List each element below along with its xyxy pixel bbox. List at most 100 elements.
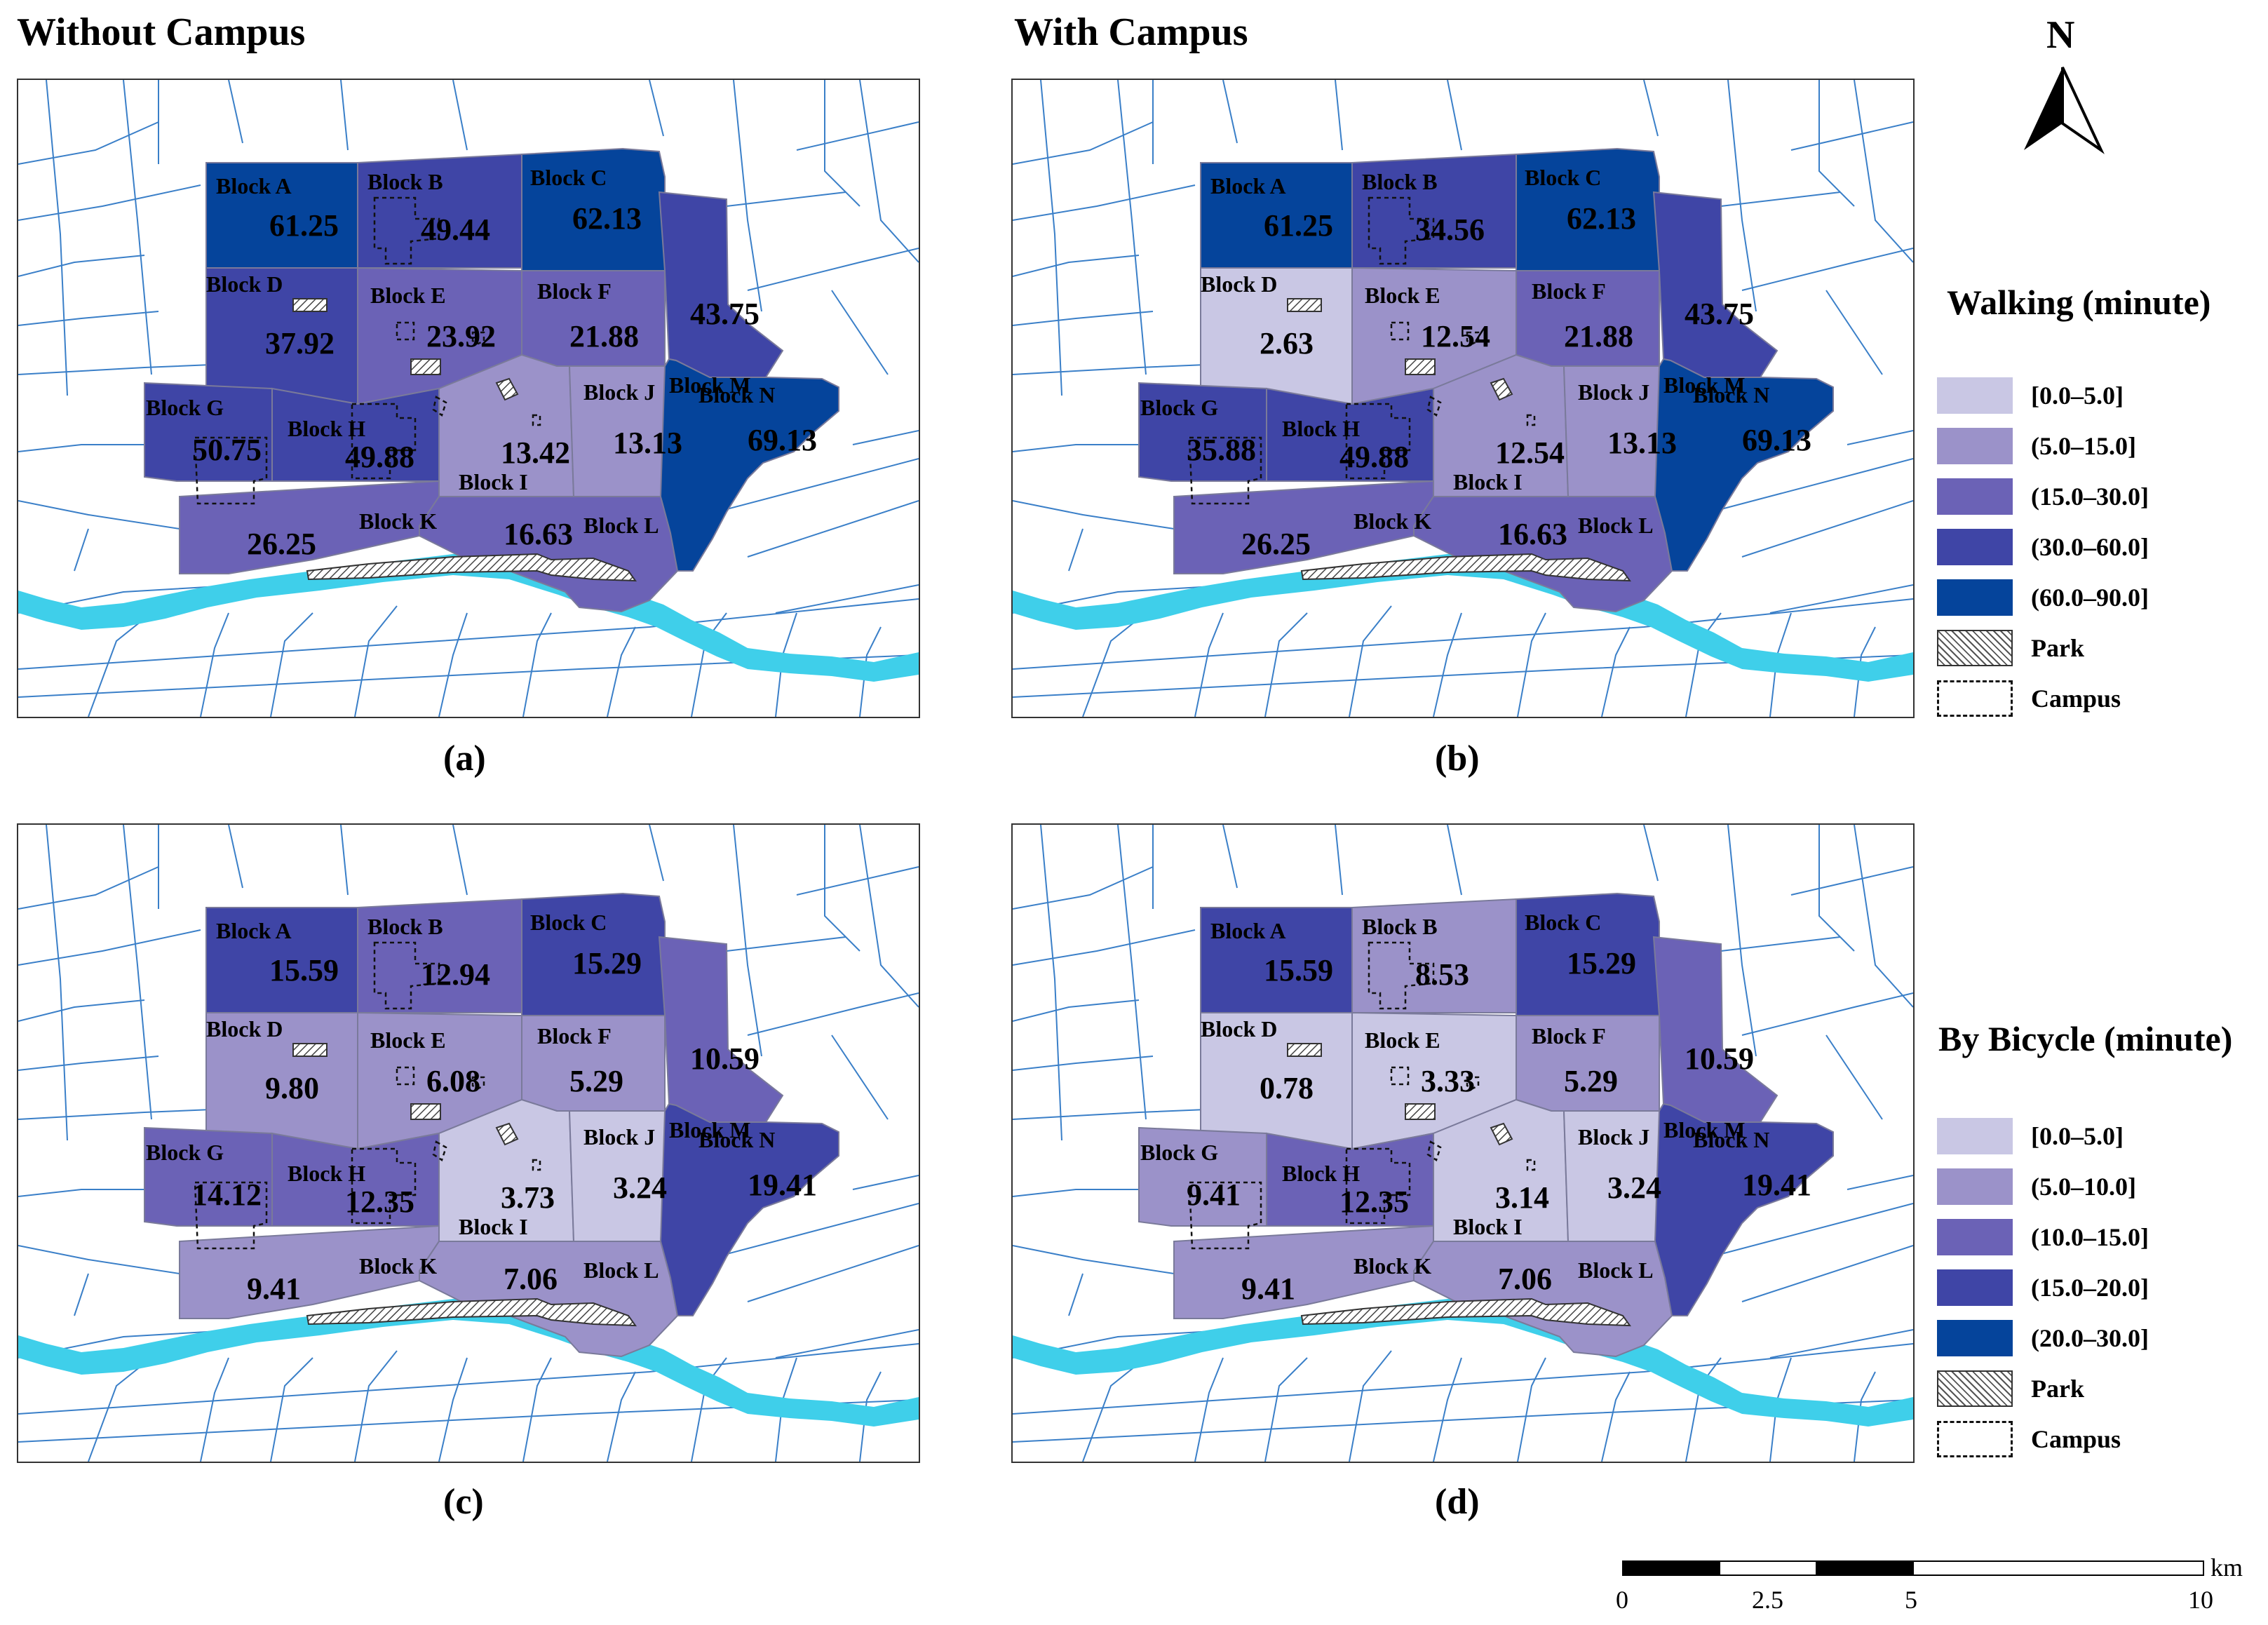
block-c-name: Block C — [530, 165, 607, 190]
block-m-area — [1652, 191, 1778, 378]
block-g-area — [144, 382, 273, 482]
road-line — [1068, 528, 1084, 572]
block-m-area — [1652, 936, 1778, 1123]
legend-walking-title: Walking (minute) — [1947, 283, 2211, 322]
park-area — [1287, 298, 1322, 312]
road-line — [354, 605, 398, 717]
road-line — [775, 584, 919, 614]
block-n-value: 19.41 — [748, 1168, 817, 1202]
block-j-name: Block J — [583, 379, 655, 405]
block-b-value: 8.53 — [1415, 957, 1469, 992]
park-area — [1490, 377, 1513, 401]
block-polygons — [144, 147, 839, 613]
block-b-value: 34.56 — [1415, 213, 1485, 247]
block-k-name: Block K — [1354, 1253, 1431, 1279]
road-line — [1117, 825, 1147, 1120]
campus-outline — [1466, 1076, 1480, 1090]
road-line — [18, 255, 145, 277]
road-line — [18, 444, 144, 452]
campus-outline — [1188, 436, 1262, 505]
road-line — [796, 866, 919, 896]
block-g-name: Block G — [146, 1140, 224, 1165]
block-l-name: Block L — [1578, 1257, 1654, 1283]
block-f-name: Block F — [1532, 278, 1606, 304]
block-l-name: Block L — [583, 513, 659, 538]
legend-walking-class-5: (60.0–90.0] — [1937, 578, 2149, 617]
legend-walking-class-4-label: (30.0–60.0] — [2031, 533, 2149, 561]
block-d-value: 0.78 — [1260, 1071, 1314, 1105]
block-j-value: 13.13 — [613, 426, 682, 460]
block-n-area — [659, 1103, 839, 1316]
road-line — [74, 1273, 89, 1316]
legend-bicycle-class-1: [0.0–5.0] — [1937, 1117, 2124, 1156]
block-f-name: Block F — [537, 1023, 612, 1049]
block-polygons — [1138, 147, 1834, 613]
block-f-name: Block F — [1532, 1023, 1606, 1049]
block-k-value: 26.25 — [1241, 527, 1311, 561]
block-h-name: Block H — [288, 416, 365, 441]
campus-outline — [194, 436, 268, 505]
road-line — [1643, 80, 1659, 137]
legend-bicycle-park-swatch — [1937, 1370, 2013, 1407]
legend-bicycle-campus-swatch — [1937, 1421, 2013, 1457]
block-b-name: Block B — [367, 169, 443, 194]
road-line — [1335, 825, 1343, 896]
road-line — [831, 290, 889, 375]
map-panel-b: Block A 61.25 Block B 34.56 Block C 62.13 Bloc… — [1011, 79, 1915, 718]
park-area — [1405, 1103, 1436, 1120]
road-line — [1741, 248, 1913, 291]
road-line — [18, 866, 159, 910]
block-j-name: Block J — [583, 1124, 655, 1149]
road-network — [18, 80, 919, 717]
block-d-name: Block D — [1201, 1016, 1277, 1041]
road-line — [1013, 121, 1154, 165]
road-line — [452, 825, 468, 896]
block-n-area — [1654, 358, 1834, 572]
block-j-name: Block J — [1578, 379, 1649, 405]
legend-bicycle-class-3-label: (10.0–15.0] — [2031, 1223, 2149, 1251]
road-line — [1349, 1350, 1392, 1462]
road-line — [747, 248, 919, 291]
road-line — [747, 1245, 919, 1302]
block-n-area — [659, 358, 839, 572]
legend-bicycle-class-1-label: [0.0–5.0] — [2031, 1122, 2124, 1150]
legend-bicycle-class-4-swatch — [1937, 1269, 2013, 1306]
block-c-name: Block C — [1525, 165, 1601, 190]
block-h-value: 49.88 — [1339, 440, 1409, 474]
park-area — [1300, 1297, 1631, 1327]
park-area — [495, 1122, 519, 1146]
campus-outline — [373, 196, 440, 265]
road-line — [1847, 430, 1913, 445]
block-b-value: 49.44 — [421, 213, 490, 247]
map-svg-c: Block A 15.59 Block B 12.94 Block C 15.29 Bloc… — [18, 825, 919, 1462]
block-g-value: 14.12 — [192, 1178, 262, 1212]
road-line — [1790, 866, 1913, 896]
road-line — [859, 825, 919, 1008]
legend-walking-park-label: Park — [2031, 634, 2084, 662]
block-k-name: Block K — [359, 1253, 437, 1279]
north-arrow: N — [2010, 13, 2115, 160]
road-line — [859, 80, 919, 263]
road-line — [1013, 929, 1196, 966]
block-a-value: 61.25 — [269, 208, 339, 243]
block-m-value: 43.75 — [1685, 297, 1754, 331]
road-line — [733, 825, 762, 1057]
road-line — [1517, 612, 1546, 717]
campus-outline — [1345, 403, 1411, 480]
road-line — [1854, 626, 1876, 717]
block-h-name: Block H — [1282, 416, 1360, 441]
road-line — [831, 1034, 889, 1120]
heading-without-campus: Without Campus — [17, 11, 306, 54]
block-d-value: 9.80 — [265, 1071, 319, 1105]
road-line — [228, 80, 243, 144]
road-line — [1194, 1357, 1224, 1462]
legend-walking-class-4: (30.0–60.0] — [1937, 527, 2149, 567]
block-c-name: Block C — [1525, 910, 1601, 935]
campus-outline — [396, 321, 415, 341]
campus-outline — [1188, 1181, 1262, 1250]
block-j-value: 13.13 — [1607, 426, 1677, 460]
road-line — [1741, 500, 1913, 558]
road-line — [1222, 825, 1238, 889]
block-f-name: Block F — [537, 278, 612, 304]
road-line — [1013, 999, 1140, 1022]
